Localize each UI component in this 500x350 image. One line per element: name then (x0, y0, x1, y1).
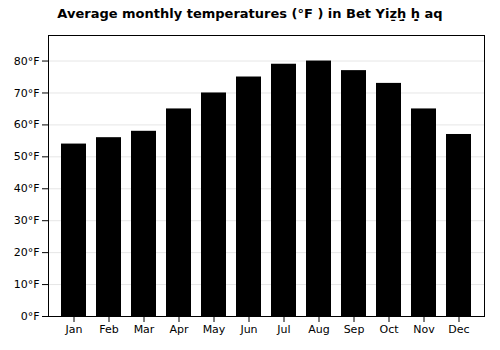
svg-text:Sep: Sep (344, 323, 365, 336)
svg-text:Dec: Dec (448, 323, 469, 336)
svg-text:Jun: Jun (239, 323, 257, 336)
svg-text:70°F: 70°F (14, 86, 40, 99)
svg-text:Jul: Jul (276, 323, 290, 336)
svg-text:Apr: Apr (169, 323, 189, 336)
svg-text:May: May (203, 323, 226, 336)
svg-text:10°F: 10°F (14, 278, 40, 291)
svg-text:80°F: 80°F (14, 55, 40, 68)
svg-text:60°F: 60°F (14, 118, 40, 131)
svg-text:50°F: 50°F (14, 150, 40, 163)
svg-text:Nov: Nov (413, 323, 435, 336)
svg-text:30°F: 30°F (14, 214, 40, 227)
svg-text:Jan: Jan (65, 323, 83, 336)
svg-text:Mar: Mar (134, 323, 155, 336)
svg-text:40°F: 40°F (14, 182, 40, 195)
svg-text:Feb: Feb (99, 323, 118, 336)
svg-text:0°F: 0°F (21, 310, 40, 323)
svg-text:Oct: Oct (379, 323, 399, 336)
html-text:Average monthly temperatures (: Average monthly temperatures (°F ) in Be… (57, 6, 443, 21)
svg-text:20°F: 20°F (14, 246, 40, 259)
svg-text:Aug: Aug (308, 323, 329, 336)
